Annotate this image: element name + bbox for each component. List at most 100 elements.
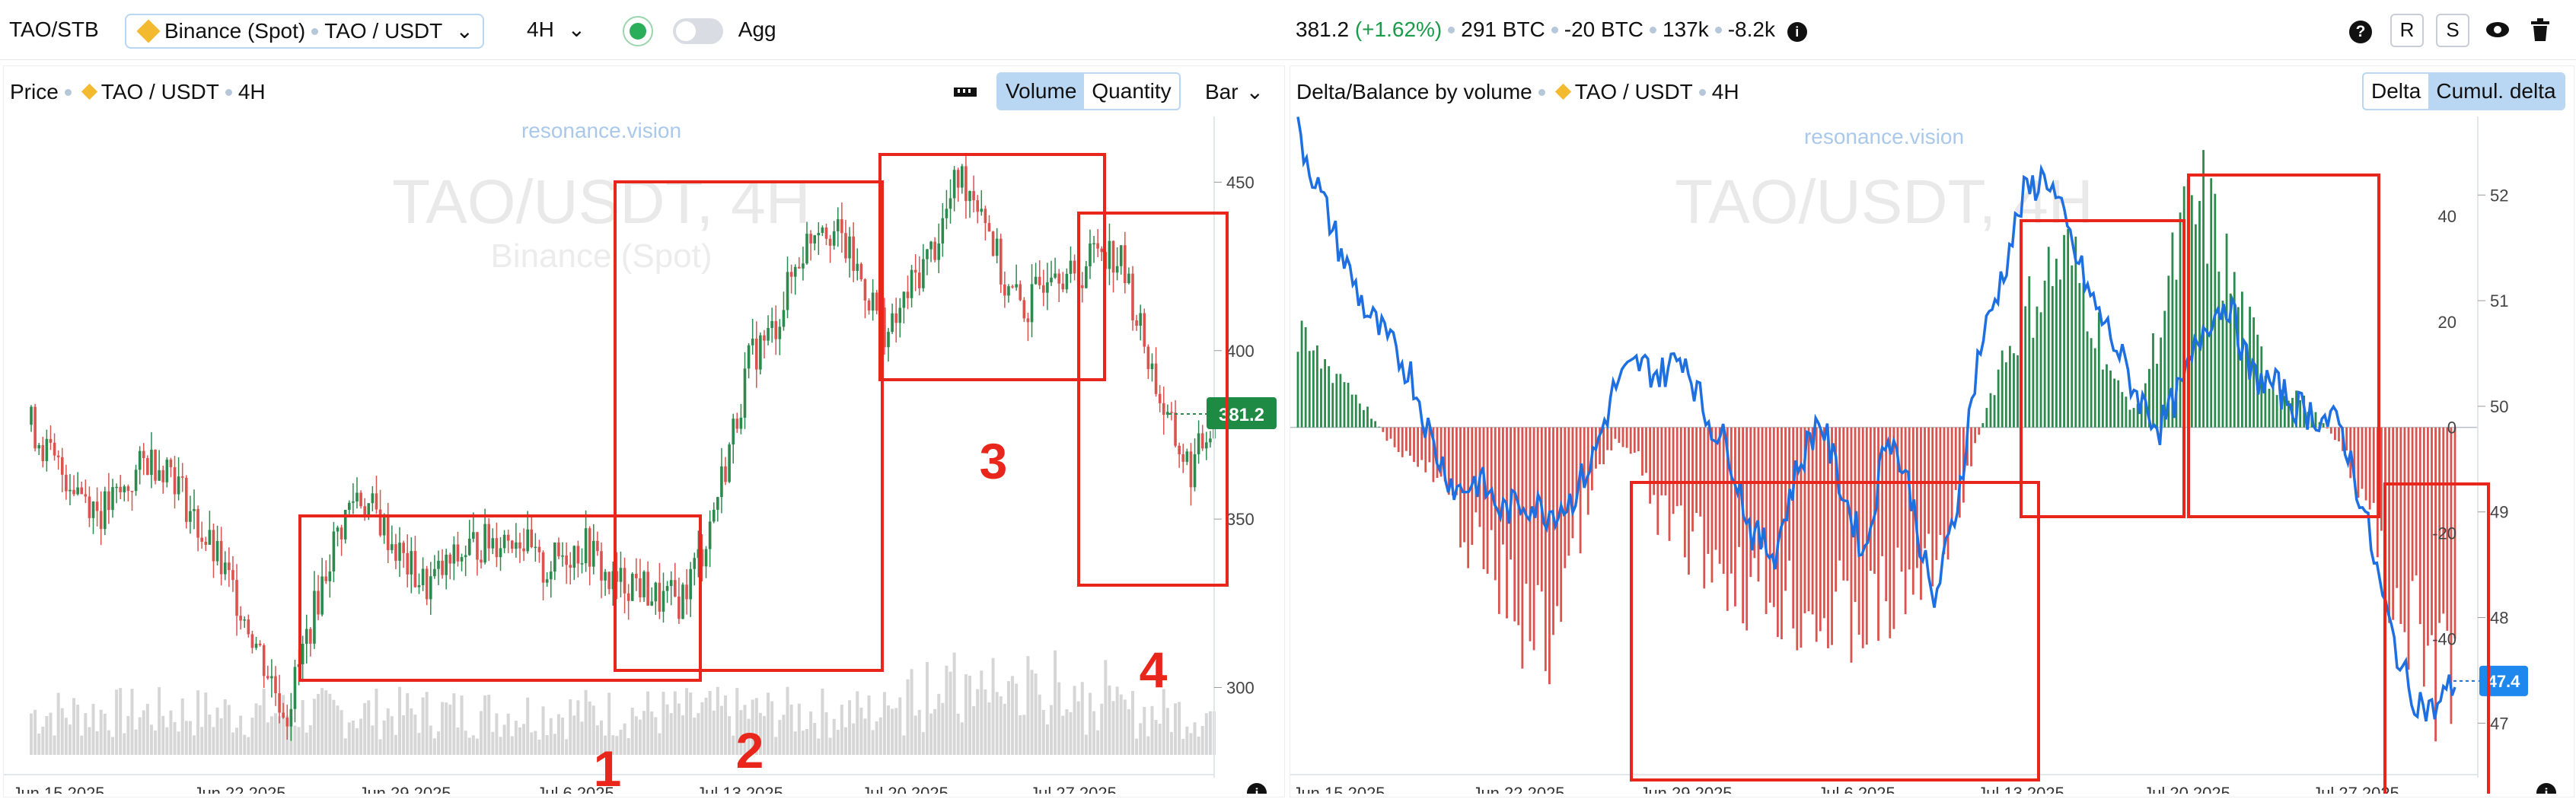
- volume-bar: [894, 708, 898, 755]
- delta-bar: [1544, 427, 1547, 671]
- y-tick-label-delta: -20: [2432, 524, 2456, 543]
- delta-bar: [1831, 427, 1833, 645]
- volume-bar: [180, 698, 184, 755]
- candle-body: [716, 497, 719, 510]
- delta-bar: [1378, 426, 1381, 428]
- delta-bar: [1432, 427, 1435, 482]
- volume-bar: [828, 737, 832, 755]
- tab-quantity[interactable]: Quantity: [1092, 79, 1172, 103]
- volume-bar: [948, 671, 952, 755]
- candle-body: [270, 676, 273, 679]
- volume-bar: [910, 669, 913, 755]
- candle-body: [1181, 454, 1185, 462]
- ruler-icon[interactable]: [952, 77, 978, 107]
- candle-body: [712, 509, 716, 522]
- candle-body: [363, 506, 366, 516]
- volume-bar: [1154, 720, 1158, 755]
- delta-bar: [1772, 427, 1775, 607]
- eye-icon[interactable]: [2485, 14, 2511, 46]
- delta-bar: [2071, 265, 2074, 428]
- candle-body: [391, 544, 394, 550]
- separator-dot: [1448, 26, 1455, 33]
- help-icon[interactable]: ?: [2349, 14, 2372, 46]
- info-icon: [2536, 783, 2556, 794]
- candle-body: [1003, 284, 1006, 296]
- candle-body: [572, 546, 576, 568]
- delta-bar: [2074, 236, 2077, 428]
- volume-bar: [215, 707, 219, 755]
- candle-body: [250, 634, 254, 648]
- timeframe-selector[interactable]: 4H ⌄: [527, 14, 585, 46]
- volume-quantity-switch[interactable]: Volume Quantity: [996, 72, 1181, 110]
- x-tick-label: Jul 20 2025: [862, 784, 948, 794]
- volume-bar: [88, 727, 91, 755]
- delta-bar: [1885, 427, 1888, 602]
- y-tick-label-cum: 47: [2490, 714, 2508, 733]
- candle-body: [193, 508, 196, 511]
- r-button[interactable]: R: [2390, 14, 2424, 47]
- chart-type-selector[interactable]: Bar ⌄: [1205, 77, 1264, 107]
- delta-bar: [1486, 427, 1489, 574]
- annotation-box: [298, 514, 702, 682]
- candle-body: [813, 235, 817, 244]
- volume-bar: [413, 715, 417, 755]
- delta-bar: [1946, 427, 1950, 560]
- tab-cumul-delta[interactable]: Cumul. delta: [2428, 74, 2564, 109]
- delta-bar: [1308, 351, 1311, 428]
- volume-bar: [269, 716, 273, 755]
- live-indicator[interactable]: [623, 14, 653, 46]
- delta-bar: [2431, 427, 2433, 635]
- delta-chart[interactable]: TAO/USDT, 4H resonance.vision 40 20 0 -20 -40 5…: [1290, 116, 2572, 794]
- delta-bar: [2090, 338, 2093, 428]
- annotation-box: [614, 180, 884, 672]
- delta-bar: [1688, 427, 1690, 575]
- delta-bar: [2446, 427, 2449, 631]
- s-button[interactable]: S: [2436, 14, 2469, 47]
- delta-mode-switch[interactable]: Delta Cumul. delta: [2362, 72, 2565, 110]
- delta-bar: [2372, 427, 2375, 503]
- delta-panel: Delta/Balance by volume TAO / USDT 4H Delt…: [1290, 65, 2574, 797]
- delta-bar: [2210, 178, 2213, 428]
- volume-bar: [1011, 676, 1015, 755]
- candle-body: [1115, 266, 1119, 273]
- tab-delta[interactable]: Delta: [2371, 79, 2421, 103]
- volume-bar: [1019, 715, 1022, 755]
- candle-body: [499, 548, 502, 558]
- info-icon[interactable]: i: [1787, 22, 1807, 42]
- volume-bar: [634, 716, 638, 755]
- delta-bar: [1517, 427, 1520, 626]
- volume-bar: [115, 689, 119, 755]
- candle-body: [247, 619, 250, 635]
- exchange-pair-selector[interactable]: Binance (Spot) TAO / USDT ⌄: [125, 14, 485, 49]
- candle-body: [1007, 286, 1010, 296]
- agg-toggle[interactable]: Agg: [673, 14, 776, 46]
- volume-bar: [1185, 726, 1189, 755]
- volume-bar: [1165, 708, 1169, 755]
- delta-bar: [1304, 327, 1307, 428]
- candle-body: [898, 307, 902, 323]
- delta-bar: [2032, 337, 2035, 428]
- candle-body: [111, 487, 114, 511]
- candle-body: [518, 542, 521, 549]
- candle-body: [1158, 393, 1162, 403]
- volume-bar: [1119, 694, 1123, 755]
- chevron-down-icon: ⌄: [455, 19, 474, 43]
- delta-bar: [2136, 403, 2139, 428]
- binance-icon: [136, 19, 161, 43]
- trash-icon[interactable]: [2529, 14, 2552, 46]
- delta-bar: [1571, 427, 1574, 539]
- delta-bar: [2345, 427, 2348, 451]
- delta-bar: [1776, 427, 1779, 638]
- candle-body: [200, 537, 203, 542]
- delta-bar: [2001, 350, 2004, 428]
- delta-bar: [2260, 346, 2263, 428]
- toggle-switch[interactable]: [673, 18, 723, 44]
- tab-volume[interactable]: Volume: [998, 74, 1085, 109]
- delta-bar: [2233, 272, 2236, 428]
- delta-panel-header: Delta/Balance by volume TAO / USDT 4H: [1296, 77, 1739, 107]
- delta-bar: [2156, 364, 2158, 428]
- volume-bar: [398, 686, 402, 755]
- delta-bar: [2236, 307, 2240, 428]
- volume-bar: [254, 703, 258, 755]
